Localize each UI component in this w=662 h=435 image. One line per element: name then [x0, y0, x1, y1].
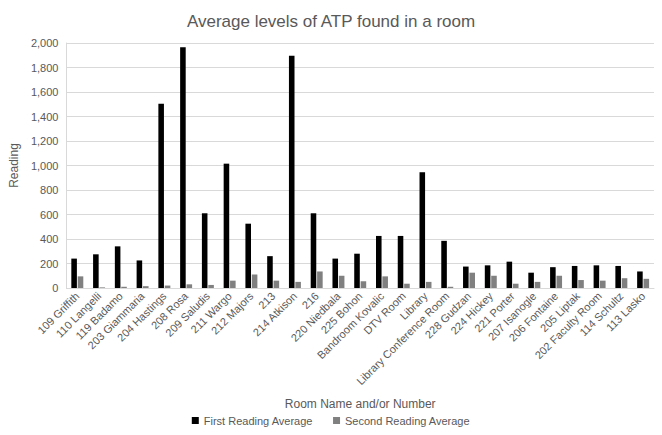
svg-text:208 Rosa: 208 Rosa: [148, 289, 191, 332]
svg-text:1,600: 1,600: [31, 86, 59, 98]
svg-text:207 Isanogle: 207 Isanogle: [485, 289, 539, 343]
svg-text:228 Gudzan: 228 Gudzan: [422, 289, 474, 341]
svg-text:1,000: 1,000: [31, 160, 59, 172]
svg-text:221 Porter: 221 Porter: [472, 289, 517, 335]
svg-text:Room Name and/or Number: Room Name and/or Number: [285, 397, 436, 411]
svg-text:113 Lasko: 113 Lasko: [604, 290, 648, 334]
svg-text:600: 600: [40, 209, 58, 221]
svg-text:0: 0: [52, 282, 58, 294]
svg-text:1,800: 1,800: [31, 62, 59, 74]
svg-text:224 Hickey: 224 Hickey: [448, 289, 495, 337]
svg-text:211 Wargo: 211 Wargo: [188, 289, 234, 336]
svg-text:225 Bohon: 225 Bohon: [318, 289, 365, 336]
svg-text:First Reading Average: First Reading Average: [204, 415, 313, 427]
svg-text:203 Giammaria: 203 Giammaria: [85, 289, 147, 352]
svg-text:DTV Room: DTV Room: [361, 289, 408, 337]
svg-text:214 Atkison: 214 Atkison: [250, 289, 300, 339]
svg-text:220 Niedbala: 220 Niedbala: [288, 289, 343, 344]
svg-text:119 Badamo: 119 Badamo: [73, 289, 126, 342]
svg-text:212 Majors: 212 Majors: [209, 289, 256, 336]
svg-text:213: 213: [256, 289, 278, 312]
svg-text:209 Saludis: 209 Saludis: [163, 289, 213, 339]
svg-text:Average levels of ATP found in: Average levels of ATP found in a room: [187, 12, 475, 31]
svg-text:Second Reading Average: Second Reading Average: [345, 415, 470, 427]
svg-text:1,400: 1,400: [31, 111, 59, 123]
svg-text:Library Conference Room: Library Conference Room: [354, 290, 451, 387]
svg-text:114 Schultz: 114 Schultz: [577, 289, 626, 339]
svg-text:Bandroom Kovalic: Bandroom Kovalic: [314, 289, 387, 362]
svg-text:2,000: 2,000: [31, 37, 59, 49]
svg-text:206 Fontaine: 206 Fontaine: [506, 289, 561, 344]
svg-text:202 Faculty Room: 202 Faculty Room: [532, 289, 604, 362]
svg-text:1,200: 1,200: [31, 135, 59, 147]
svg-text:216: 216: [299, 289, 321, 312]
svg-text:205 Liptak: 205 Liptak: [537, 289, 583, 335]
svg-text:400: 400: [40, 233, 58, 245]
svg-text:200: 200: [40, 258, 58, 270]
svg-text:110 Langelli: 110 Langelli: [53, 289, 104, 340]
svg-text:800: 800: [40, 184, 58, 196]
svg-text:109 Griffith: 109 Griffith: [35, 289, 82, 337]
svg-text:Reading: Reading: [7, 143, 21, 188]
svg-text:204 Hastings: 204 Hastings: [114, 289, 169, 344]
